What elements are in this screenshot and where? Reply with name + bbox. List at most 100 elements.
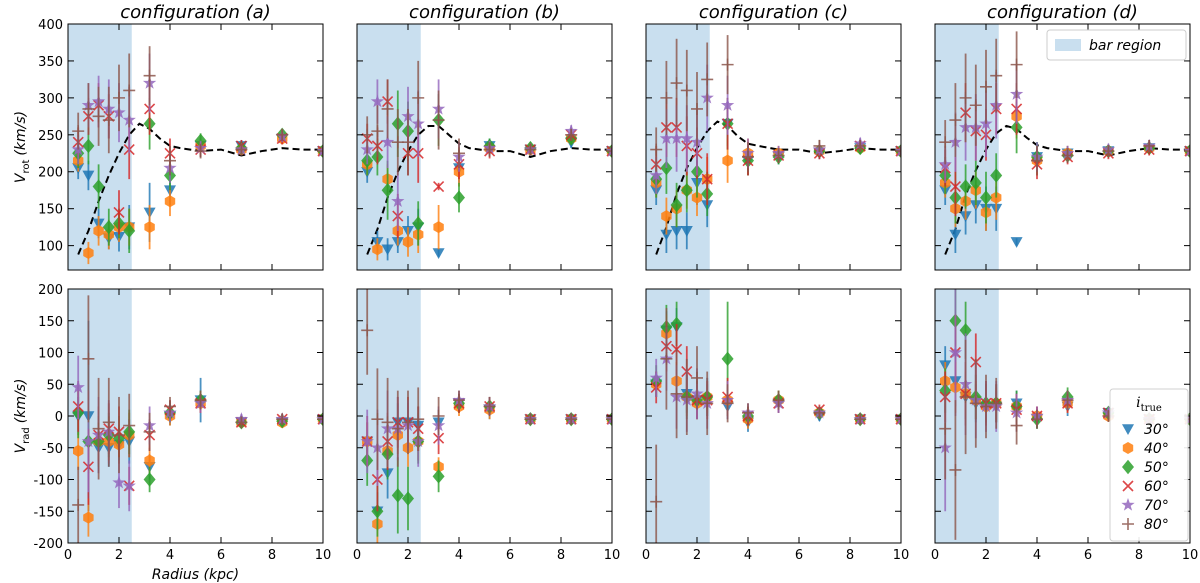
axes-frame	[934, 23, 1191, 271]
y-label-unit: (km/s)	[13, 379, 29, 424]
marker	[649, 370, 663, 384]
marker	[1143, 139, 1156, 152]
marker	[92, 110, 105, 123]
marker	[433, 221, 444, 234]
marker	[402, 416, 414, 429]
plot-area	[68, 24, 323, 270]
marker	[92, 179, 105, 194]
marker	[381, 102, 394, 115]
marker	[661, 210, 672, 223]
marker	[990, 69, 1003, 82]
marker	[969, 175, 982, 191]
marker	[701, 173, 713, 185]
plot-area	[646, 24, 901, 270]
plot-area	[646, 289, 901, 543]
marker	[980, 400, 992, 413]
panel-title: configuration (a)	[120, 2, 271, 23]
marker	[948, 345, 963, 359]
marker	[660, 352, 673, 365]
model-curve	[655, 120, 901, 255]
model-curve	[944, 124, 1190, 255]
x-axis-label: Radius (kpc)	[152, 567, 239, 583]
x-tick-label: 8	[1135, 548, 1143, 563]
marker	[391, 422, 404, 435]
x-tick-label: 6	[217, 548, 225, 563]
legend-box	[1046, 29, 1187, 61]
marker	[361, 324, 374, 337]
marker	[649, 168, 663, 182]
marker	[1184, 145, 1190, 158]
marker	[144, 221, 155, 234]
marker	[433, 180, 445, 193]
marker	[1122, 424, 1134, 435]
marker	[380, 135, 395, 148]
marker	[721, 397, 734, 410]
marker	[680, 84, 693, 97]
marker	[372, 243, 383, 256]
marker	[483, 400, 496, 413]
marker	[990, 397, 1003, 410]
legend-title: itrue	[1136, 395, 1162, 414]
marker	[949, 114, 962, 127]
marker	[606, 413, 612, 426]
marker	[1031, 154, 1043, 167]
marker	[1031, 413, 1043, 426]
legend-label: bar region	[1089, 38, 1161, 54]
marker	[1122, 480, 1134, 492]
marker	[113, 91, 125, 104]
marker	[959, 179, 972, 194]
marker	[680, 390, 693, 403]
y-tick-label: 350	[38, 55, 63, 70]
model-curve	[77, 122, 323, 255]
marker	[949, 180, 961, 193]
legend-label: 60°	[1144, 479, 1169, 495]
marker	[432, 114, 445, 127]
marker	[102, 416, 115, 429]
y-tick-label: -150	[33, 505, 63, 520]
marker	[854, 413, 867, 426]
plot-area	[357, 289, 612, 543]
y-tick-label: 200	[38, 283, 63, 298]
legend-label: 30°	[1144, 422, 1169, 438]
y-label-symbol: V	[13, 172, 29, 183]
x-tick-label: 2	[693, 548, 701, 563]
marker	[93, 224, 104, 237]
marker	[1121, 498, 1135, 511]
marker	[92, 422, 105, 435]
y-tick-label: 150	[38, 203, 63, 218]
marker	[565, 128, 578, 141]
plot-area	[357, 24, 612, 270]
marker	[371, 413, 384, 426]
marker	[1010, 419, 1023, 432]
marker	[813, 406, 826, 419]
marker	[402, 235, 414, 248]
x-tick-label: 8	[557, 548, 565, 563]
marker	[235, 143, 248, 156]
y-label-symbol: V	[13, 442, 29, 453]
marker	[72, 498, 85, 511]
marker	[123, 419, 136, 432]
marker	[1122, 459, 1134, 475]
marker	[72, 125, 85, 138]
marker	[722, 154, 733, 167]
marker	[650, 143, 663, 156]
legend-swatch	[1055, 39, 1081, 51]
marker	[1061, 149, 1074, 162]
y-tick-label: -200	[33, 537, 63, 552]
marker	[82, 352, 95, 365]
x-tick-label: 4	[1033, 548, 1041, 563]
y-tick-label: -50	[42, 442, 63, 457]
marker	[959, 323, 972, 338]
marker	[317, 413, 323, 426]
x-tick-label: 10	[893, 548, 910, 563]
marker	[381, 416, 394, 429]
y-tick-label: 300	[38, 92, 63, 107]
marker	[381, 183, 394, 198]
panel-title: configuration (c)	[699, 2, 848, 23]
marker	[949, 463, 962, 476]
marker	[432, 469, 445, 484]
y-label-unit: (km/s)	[13, 111, 29, 156]
panel-title: configuration (d)	[987, 2, 1138, 23]
plot-area	[68, 289, 323, 543]
x-tick-label: 6	[1084, 548, 1092, 563]
